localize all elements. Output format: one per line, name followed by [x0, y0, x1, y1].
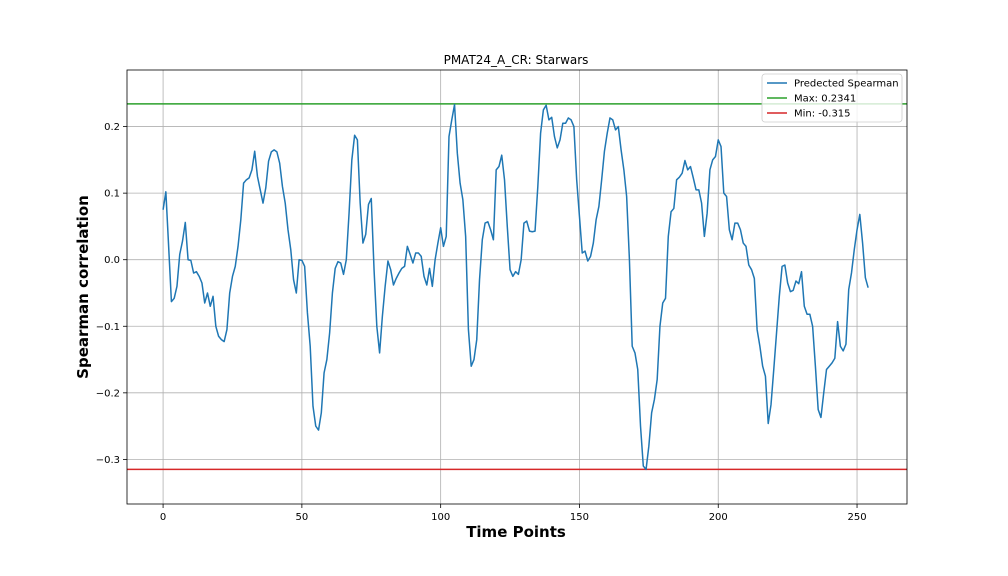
- legend-label: Min: -0.315: [794, 109, 851, 120]
- x-tick-label: 0: [160, 512, 166, 523]
- chart-title: PMAT24_A_CR: Starwars: [444, 53, 589, 67]
- y-tick-label: −0.2: [96, 388, 120, 399]
- legend-label: Max: 0.2341: [794, 94, 856, 105]
- x-axis-ticks: 0 50 100 150 200 250: [160, 504, 867, 523]
- y-tick-label: 0.2: [104, 122, 120, 133]
- y-tick-label: −0.1: [96, 322, 120, 333]
- x-tick-label: 200: [709, 512, 728, 523]
- legend: Predected Spearman Max: 0.2341 Min: -0.315: [761, 73, 903, 123]
- plot-area-frame: [126, 69, 908, 505]
- y-tick-label: −0.3: [96, 455, 120, 466]
- legend-box: [761, 73, 903, 123]
- grid: [127, 70, 907, 504]
- y-tick-label: 0.1: [104, 189, 120, 200]
- x-tick-label: 50: [296, 512, 309, 523]
- x-tick-label: 250: [847, 512, 866, 523]
- reference-lines: [127, 103, 907, 471]
- x-axis-title: Time Points: [466, 523, 566, 541]
- y-tick-label: 0.0: [104, 255, 120, 266]
- y-axis-ticks: −0.3 −0.2 −0.1 0.0 0.1 0.2: [96, 122, 127, 466]
- y-axis-title: Spearman correlation: [74, 195, 92, 379]
- x-tick-label: 150: [570, 512, 589, 523]
- x-tick-label: 100: [431, 512, 450, 523]
- series-layer: [162, 103, 869, 471]
- legend-label: Predected Spearman: [794, 79, 899, 90]
- series-line-predected-spearman: [162, 103, 869, 471]
